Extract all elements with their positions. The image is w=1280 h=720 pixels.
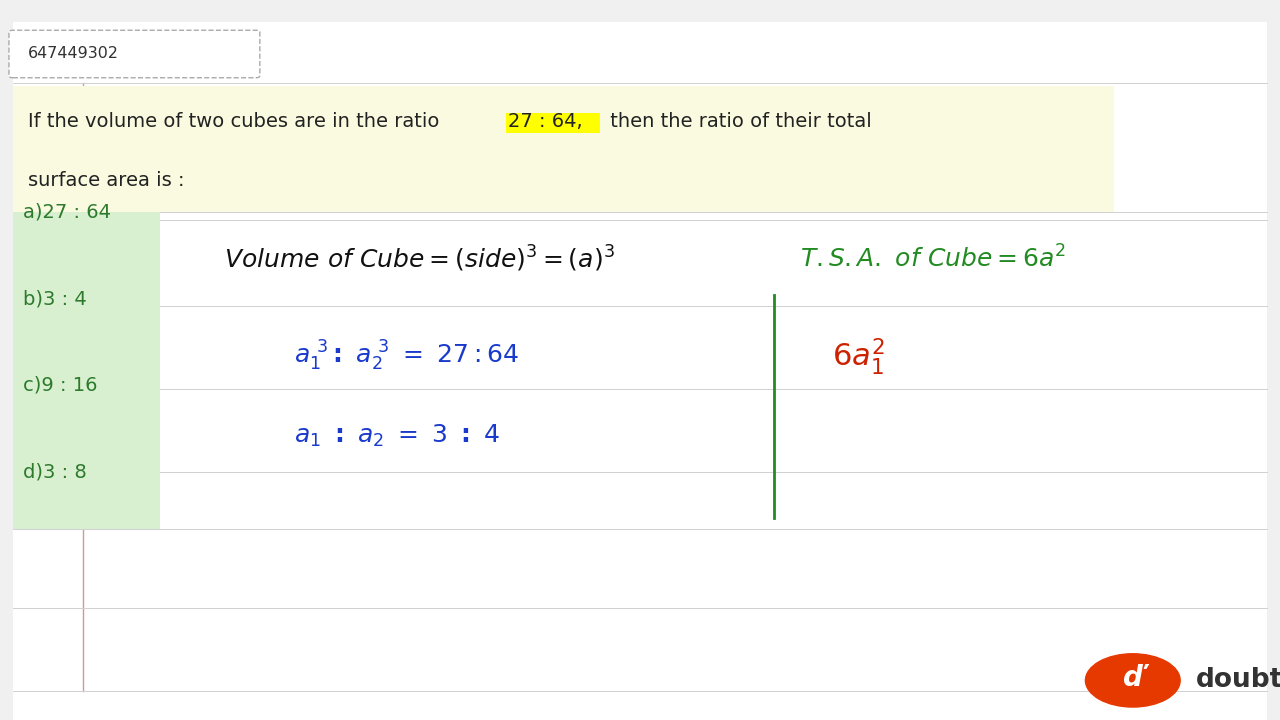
Text: d)3 : 8: d)3 : 8 [23, 462, 87, 481]
Bar [506, 113, 600, 133]
Text: doubtnut: doubtnut [1196, 667, 1280, 693]
FancyBboxPatch shape [9, 30, 260, 78]
Text: $\mathit{a_1\ {\bf :}\ a_2\ =\ 3\ {\bf :}\ 4}$: $\mathit{a_1\ {\bf :}\ a_2\ =\ 3\ {\bf :… [294, 423, 500, 449]
Text: surface area is :: surface area is : [28, 171, 184, 190]
Text: $\mathit{a_1^{\ 3}{\bf :}\ a_2^{\ 3}\ =\ 27{:}64}$: $\mathit{a_1^{\ 3}{\bf :}\ a_2^{\ 3}\ =\… [294, 339, 520, 374]
Text: 647449302: 647449302 [28, 47, 119, 61]
Text: ď: ď [1123, 665, 1143, 692]
Bar [13, 86, 1114, 212]
Text: a)27 : 64: a)27 : 64 [23, 203, 111, 222]
Text: c)9 : 16: c)9 : 16 [23, 376, 97, 395]
Text: b)3 : 4: b)3 : 4 [23, 289, 87, 308]
Text: 27 : 64,: 27 : 64, [508, 112, 582, 131]
Text: $\mathit{6a_1^2}$: $\mathit{6a_1^2}$ [832, 336, 884, 377]
Text: then the ratio of their total: then the ratio of their total [604, 112, 872, 131]
Text: $\mathit{T.S.A.\ of\ Cube = 6a^2}$: $\mathit{T.S.A.\ of\ Cube = 6a^2}$ [800, 246, 1066, 273]
Text: If the volume of two cubes are in the ratio: If the volume of two cubes are in the ra… [28, 112, 445, 131]
Text: $\mathit{Volume\ of\ Cube = (side)^3 = (a)^3}$: $\mathit{Volume\ of\ Cube = (side)^3 = (… [224, 244, 614, 274]
Circle shape [1085, 654, 1180, 707]
Bar [13, 212, 160, 529]
